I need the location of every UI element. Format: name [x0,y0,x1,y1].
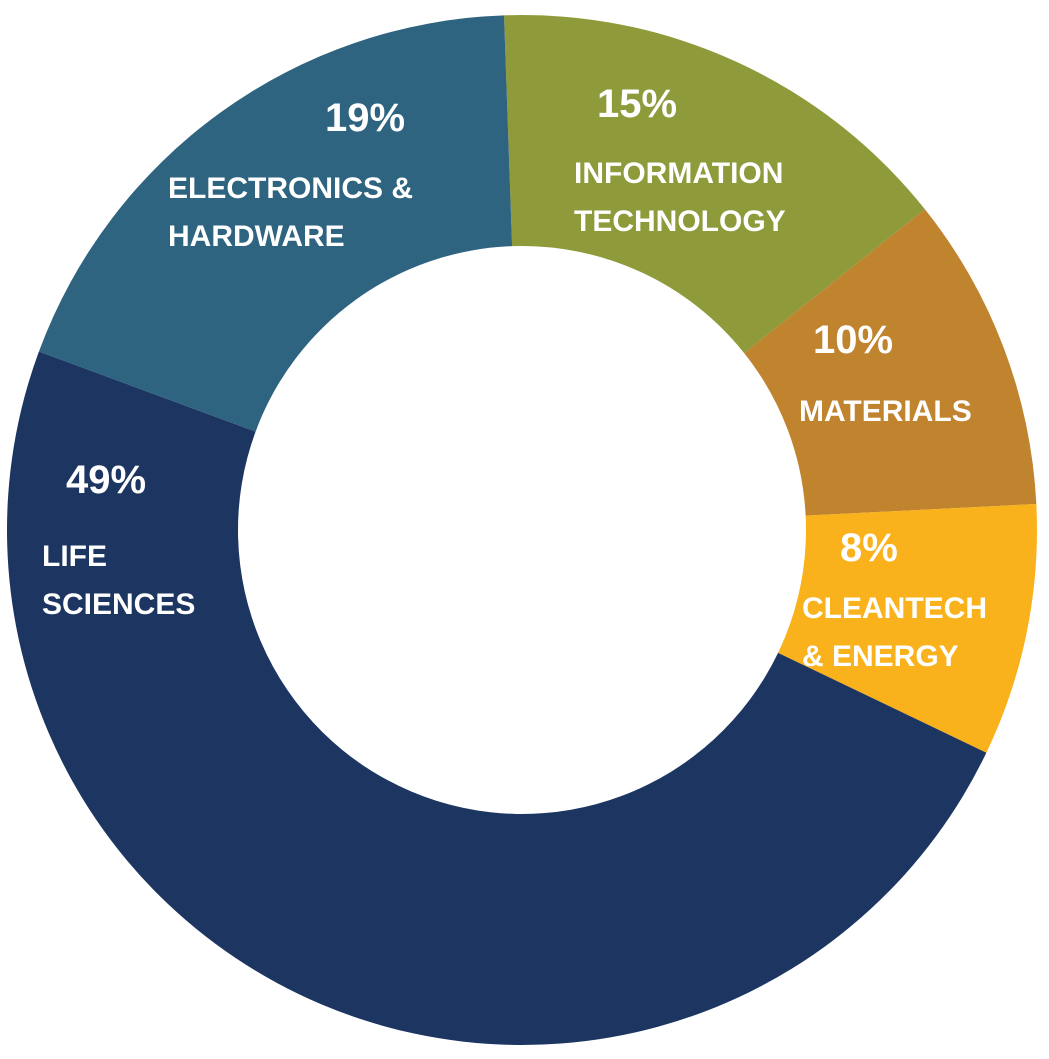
donut-segment [7,351,987,1045]
value-label: 49% [66,458,147,502]
donut-segment [744,209,1037,516]
value-label: 15% [597,82,678,126]
donut-segment [504,15,925,354]
category-label: CLEANTECH & ENERGY [802,592,987,673]
donut-segment [778,504,1037,753]
donut-segment [38,15,513,432]
value-label: 8% [840,526,898,570]
value-label: 10% [813,318,894,362]
category-label: LIFE SCIENCES [42,540,196,621]
category-label: INFORMATION TECHNOLOGY [574,157,786,238]
category-label: ELECTRONICS & HARDWARE [168,172,414,253]
category-label: MATERIALS [799,395,972,428]
value-label: 19% [325,96,406,140]
